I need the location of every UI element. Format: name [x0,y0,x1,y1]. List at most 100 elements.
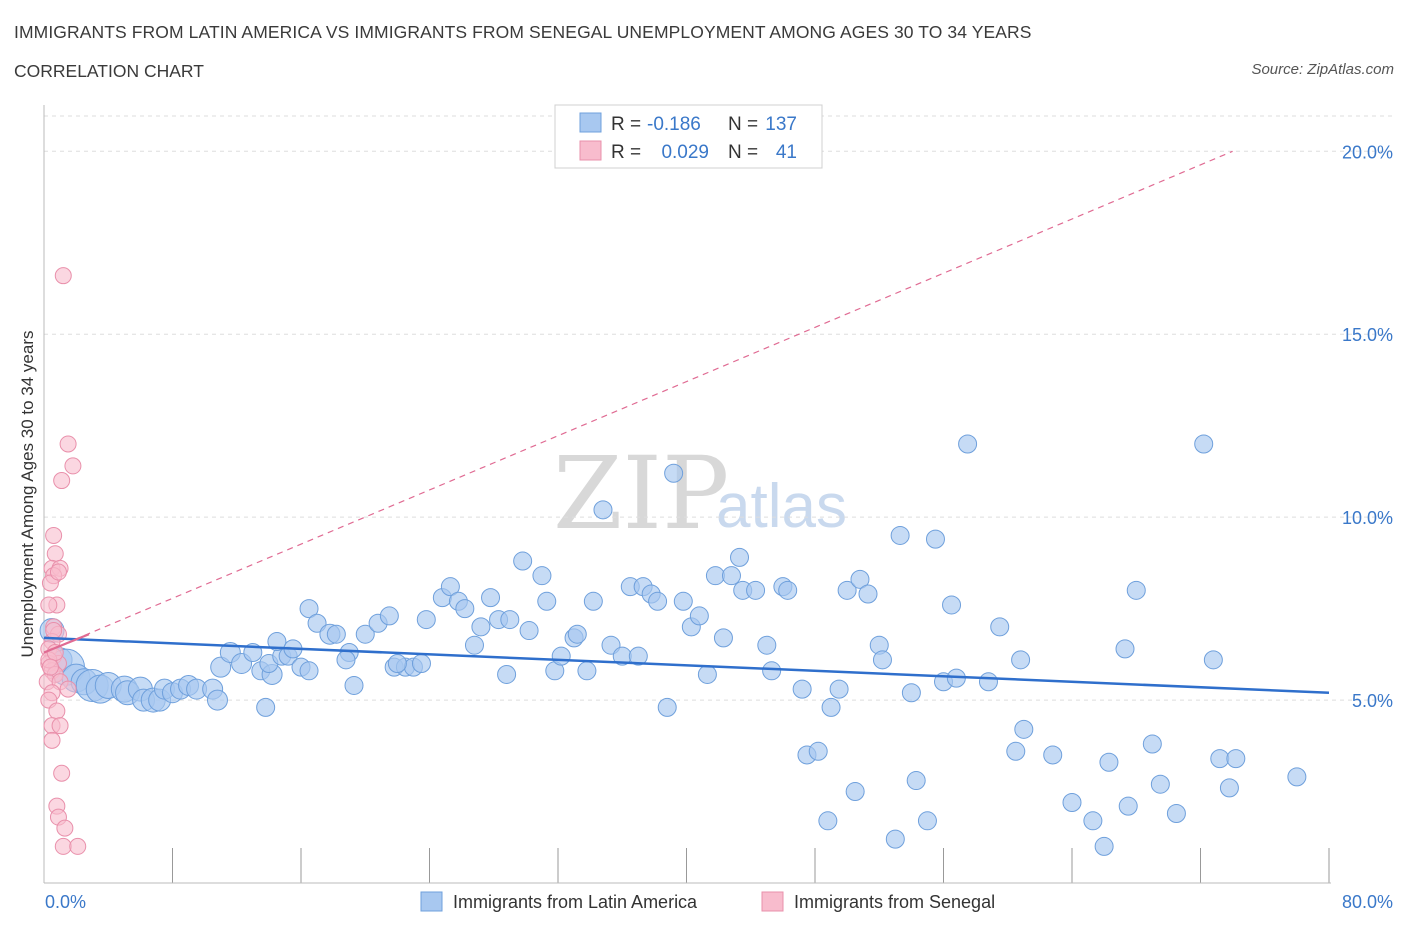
stats-swatch-pink [579,140,602,161]
point-latin-america [355,624,375,644]
point-latin-america [689,606,709,626]
point-latin-america [577,661,597,681]
point-senegal [53,764,71,782]
point-senegal [54,837,72,855]
stats-r-label-2: R = [611,142,641,163]
point-latin-america [792,679,812,699]
point-senegal [51,717,69,735]
stats-n-value-2: 41 [776,142,797,163]
point-latin-america [1099,752,1119,772]
series-senegal-points [38,267,87,855]
point-latin-america [210,656,232,678]
point-senegal [48,702,66,720]
point-latin-america [440,577,460,597]
source-credit: Source: ZipAtlas.com [1251,61,1394,78]
point-latin-america [379,606,399,626]
point-latin-america [818,811,838,831]
point-latin-america [664,463,684,483]
stats-r-label-1: R = [611,114,641,135]
point-latin-america [778,580,798,600]
point-latin-america [925,529,945,549]
point-senegal [46,545,64,563]
point-latin-america [990,617,1010,637]
point-latin-america [513,551,533,571]
point-latin-america [837,580,857,600]
point-latin-america [387,653,407,673]
point-latin-america [858,584,878,604]
point-latin-america [1014,719,1034,739]
point-latin-america [1219,778,1239,798]
point-latin-america [1150,774,1170,794]
watermark-atlas: atlas [716,472,847,541]
point-senegal [40,596,58,614]
point-latin-america [917,811,937,831]
point-latin-america [808,741,828,761]
point-latin-america [1043,745,1063,765]
point-latin-america [500,610,520,630]
point-latin-america [532,566,552,586]
point-latin-america [1203,650,1223,670]
point-senegal [59,680,77,698]
point-senegal [53,472,71,490]
point-latin-america [648,591,668,611]
point-latin-america [1062,793,1082,813]
point-latin-america [1011,650,1031,670]
point-latin-america [326,624,346,644]
point-latin-america [657,697,677,717]
point-latin-america [1194,434,1214,454]
trend-senegal-dashed [43,150,1233,654]
point-latin-america [942,595,962,615]
point-latin-america [978,672,998,692]
x-tick-label-min: 0.0% [45,892,86,912]
y-tick-label: 20.0% [1342,142,1393,162]
point-latin-america [299,599,319,619]
point-latin-america [762,661,782,681]
point-latin-america [1142,734,1162,754]
point-latin-america [1210,749,1230,769]
point-latin-america [746,580,766,600]
point-senegal [56,819,74,837]
y-tick-labels: 5.0% 10.0% 15.0% 20.0% [1342,142,1393,711]
point-latin-america [705,566,725,586]
point-latin-america [628,646,648,666]
point-latin-america [673,591,693,611]
point-latin-america [206,689,228,711]
point-latin-america [411,653,431,673]
point-latin-america [697,664,717,684]
point-latin-america [721,566,741,586]
point-latin-america [519,621,539,641]
point-latin-america [958,434,978,454]
stats-swatch-blue [579,112,602,133]
point-latin-america [1226,749,1246,769]
point-senegal [69,837,87,855]
stats-n-value-1: 137 [765,114,797,135]
trend-latin-america [43,636,1330,695]
y-tick-label: 15.0% [1342,325,1393,345]
point-latin-america [307,613,327,633]
point-latin-america [1083,811,1103,831]
chart-subtitle: CORRELATION CHART [14,61,204,81]
point-latin-america [757,635,777,655]
point-latin-america [464,635,484,655]
point-latin-america [455,599,475,619]
x-axis-ticks [43,848,1330,883]
point-senegal [43,731,61,749]
stats-box: R = -0.186 N = 137 R = 0.029 N = 41 [554,104,823,169]
point-senegal [54,267,72,285]
point-latin-america [267,632,287,652]
y-axis-label: Unemployment Among Ages 30 to 34 years [18,331,37,658]
point-latin-america [497,664,517,684]
point-latin-america [336,650,356,670]
trend-senegal-solid [43,633,90,654]
point-latin-america [1115,639,1135,659]
point-latin-america [481,588,501,608]
point-latin-america [256,697,276,717]
point-latin-america [1118,796,1138,816]
point-latin-america [1094,836,1114,856]
point-latin-america [1166,803,1186,823]
point-latin-america [845,782,865,802]
point-latin-america [829,679,849,699]
point-senegal [45,622,63,640]
point-latin-america [344,675,364,695]
